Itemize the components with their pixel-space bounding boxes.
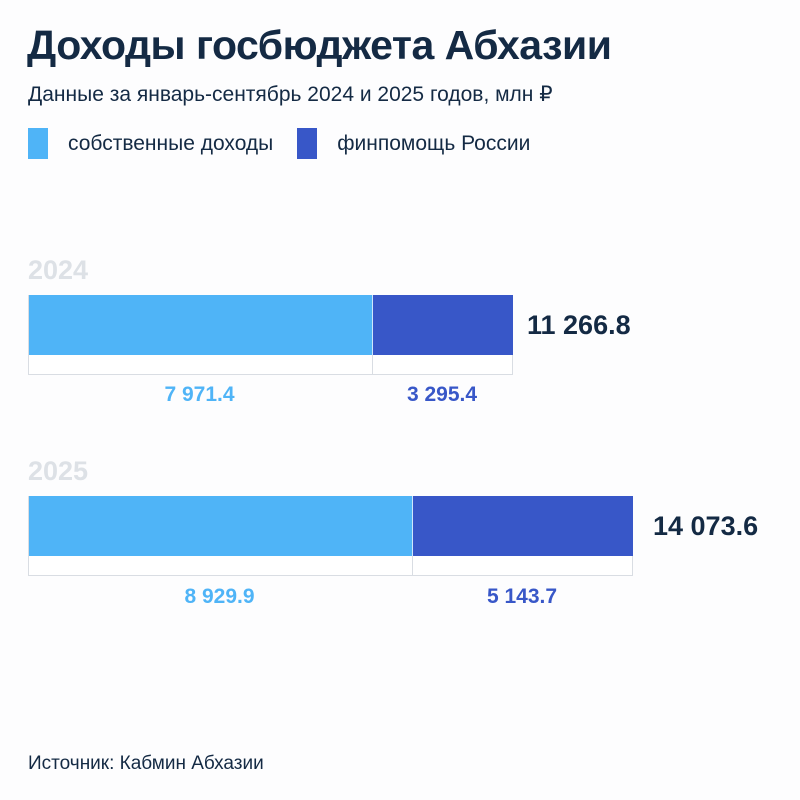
legend: собственные доходы финпомощь России [28, 128, 554, 159]
segment-separator [412, 496, 413, 556]
bar-2025 [28, 496, 633, 576]
bar-divider [372, 355, 373, 374]
bar-segment-aid-2025 [413, 496, 633, 556]
aid-value-2024: 3 295.4 [406, 383, 478, 406]
chart-subtitle: Данные за январь-сентябрь 2024 и 2025 го… [28, 83, 553, 106]
bar-2024 [28, 295, 513, 375]
legend-swatch-own-revenue [28, 128, 48, 159]
bar-segment-own-2025 [29, 496, 412, 556]
bar-segment-aid-2024 [373, 295, 513, 355]
bar-segment-own-2024 [29, 295, 372, 355]
total-value-2024: 11 266.8 [527, 310, 631, 340]
year-label-2024: 2024 [28, 255, 89, 285]
chart-title: Доходы госбюджета Абхазии [27, 22, 612, 68]
own-value-2024: 7 971.4 [164, 383, 235, 406]
bar-divider [412, 556, 413, 575]
source-note: Источник: Кабмин Абхазии [28, 753, 264, 774]
legend-item-own-revenue: собственные доходы [28, 128, 273, 159]
aid-value-2025: 5 143.7 [486, 585, 558, 608]
legend-item-russian-aid: финпомощь России [297, 128, 530, 159]
legend-swatch-russian-aid [297, 128, 318, 159]
total-value-2025: 14 073.6 [653, 511, 759, 541]
year-label-2025: 2025 [28, 456, 89, 486]
segment-separator [372, 295, 373, 355]
legend-label: финпомощь России [337, 131, 531, 155]
legend-label: собственные доходы [68, 131, 274, 155]
own-value-2025: 8 929.9 [184, 585, 255, 608]
